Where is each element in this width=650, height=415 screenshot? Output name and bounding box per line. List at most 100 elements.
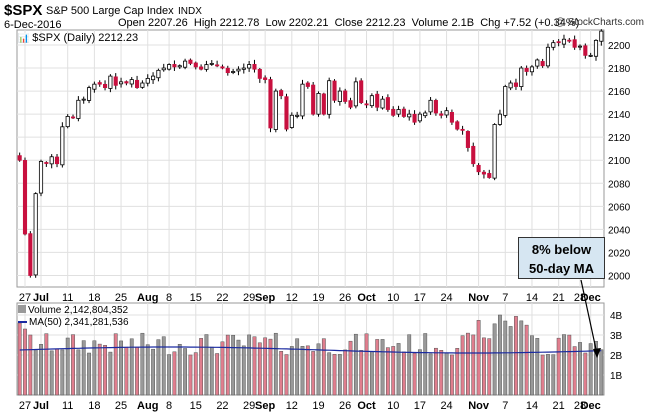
candle-body	[567, 39, 572, 42]
volume-bar	[215, 353, 220, 396]
candle-body	[535, 59, 540, 67]
volume-x-tick-label: Nov	[468, 400, 490, 412]
candle-body	[151, 75, 156, 81]
volume-bar	[583, 352, 588, 396]
volume-bar	[204, 334, 209, 396]
volume-bar	[236, 339, 241, 396]
candle-body	[156, 69, 161, 79]
x-tick-label: 14	[526, 292, 538, 304]
volume-bar	[129, 338, 134, 396]
volume-bar	[380, 339, 385, 396]
low-value: 2202.21	[288, 17, 329, 29]
volume-bar	[241, 345, 246, 396]
x-tick-label: 27	[19, 292, 31, 304]
volume-bar	[444, 352, 449, 396]
candle-body	[193, 62, 198, 68]
candle-body	[599, 30, 604, 42]
candle-body	[33, 193, 38, 276]
candle-body	[129, 79, 134, 85]
x-tick-label: 19	[312, 292, 324, 304]
volume-bar	[460, 335, 465, 396]
candle-body	[183, 60, 188, 68]
candle-body	[273, 90, 278, 130]
volume-bar	[295, 338, 300, 396]
volume-bar	[140, 332, 145, 396]
volume-bar	[401, 351, 406, 396]
open-label: Open	[118, 17, 145, 29]
candle-body	[487, 173, 492, 178]
candle-body	[257, 68, 262, 79]
index-name: S&P 500 Large Cap Index	[46, 5, 174, 17]
candle-body	[343, 90, 348, 102]
candle-body	[337, 90, 342, 102]
candle-body	[321, 93, 326, 115]
candle-body	[113, 76, 118, 86]
candle-body	[583, 45, 588, 56]
candle-body	[172, 64, 177, 68]
volume-label: Volume	[411, 17, 449, 29]
candle-body	[359, 80, 364, 104]
ma-swatch	[18, 321, 27, 324]
candle-body	[401, 108, 406, 117]
volume-bar	[124, 346, 129, 396]
volume-bar	[300, 346, 305, 396]
volume-bar	[145, 344, 150, 396]
callout-arrow-head	[593, 348, 601, 358]
volume-bar	[316, 343, 321, 396]
volume-bar	[396, 343, 401, 396]
volume-bar	[337, 354, 342, 396]
volume-bar	[225, 334, 230, 396]
volume-x-tick-label: 24	[440, 400, 452, 412]
volume-x-tick-label: Aug	[137, 400, 158, 412]
volume-bar	[327, 352, 332, 396]
candle-body	[108, 75, 113, 89]
price-legend-text: $SPX (Daily) 2212.23	[32, 32, 139, 44]
volume-x-tick-label: 26	[339, 400, 351, 412]
volume-x-tick-label: 7	[502, 400, 508, 412]
volume-x-tick-label: 18	[88, 400, 100, 412]
close-value: 2212.23	[365, 17, 406, 29]
volume-x-tick-label: 27	[19, 400, 31, 412]
volume-bar	[71, 334, 75, 396]
volume-bar	[546, 354, 550, 396]
volume-x-tick-label: 15	[190, 400, 202, 412]
y-tick-label: 2160	[608, 87, 631, 98]
candle-body	[225, 67, 230, 74]
candle-body	[102, 83, 108, 89]
x-tick-label: 17	[414, 292, 426, 304]
volume-bar	[103, 345, 107, 396]
volume-bar	[55, 348, 59, 396]
candle-body	[38, 160, 44, 194]
x-tick-label: 29	[243, 292, 255, 304]
volume-bar	[33, 349, 38, 396]
candle-body	[17, 155, 22, 161]
volume-bar	[108, 351, 113, 396]
candle-body	[391, 108, 396, 116]
volume-bar	[188, 354, 193, 396]
volume-x-tick-label: Dec	[581, 400, 601, 412]
stockcharts-credit: @ StockCharts.com	[554, 17, 644, 28]
candle-body	[471, 145, 476, 165]
candle-body	[86, 87, 92, 101]
volume-bar	[524, 324, 529, 396]
exchange-code: INDX	[178, 6, 202, 17]
volume-bar	[439, 350, 444, 396]
annotation-callout: 8% below 50-day MA	[518, 237, 605, 279]
volume-bar	[391, 346, 396, 396]
candle-body	[177, 65, 182, 68]
candle-body	[22, 160, 28, 235]
volume-bar	[514, 316, 518, 396]
volume-bar	[172, 351, 177, 396]
candle-body	[545, 46, 551, 67]
candle-body	[49, 156, 54, 165]
volume-bar	[385, 347, 390, 396]
volume-x-tick-label: 11	[62, 400, 73, 412]
volume-bar	[588, 343, 593, 396]
y-tick-label: 2100	[608, 156, 631, 167]
volume-x-tick-label: 25	[115, 400, 127, 412]
volume-bar	[289, 346, 294, 396]
candle-body	[481, 171, 486, 175]
volume-tick-label: 4B	[610, 311, 623, 322]
candle-body	[593, 39, 599, 57]
candle-body	[76, 99, 81, 119]
